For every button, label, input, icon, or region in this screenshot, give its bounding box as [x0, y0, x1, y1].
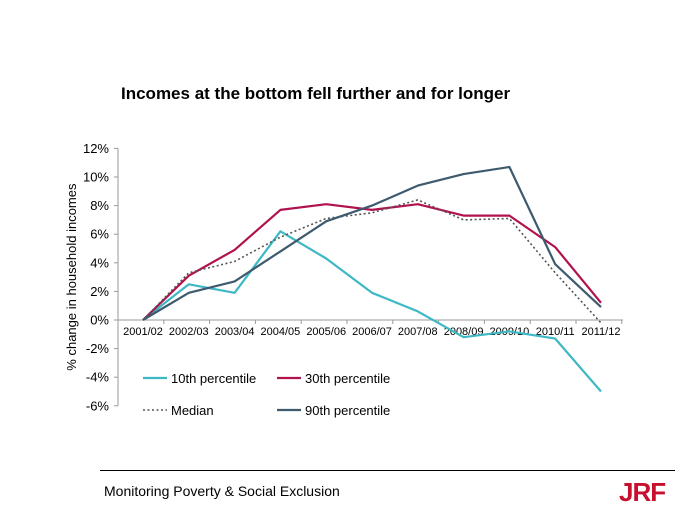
y-tick-label: 0% — [90, 313, 109, 328]
y-tick-label: 6% — [90, 227, 109, 242]
x-tick-label: 2002/03 — [169, 326, 209, 338]
legend-label: 10th percentile — [171, 371, 256, 386]
footer-divider — [100, 470, 675, 471]
x-tick-label: 2001/02 — [123, 326, 163, 338]
series-line — [142, 230, 602, 393]
y-tick-label: 10% — [83, 170, 109, 185]
y-tick-label: -6% — [86, 398, 110, 413]
chart-title: Incomes at the bottom fell further and f… — [121, 84, 511, 103]
y-axis-label: % change in household incomes — [64, 183, 79, 371]
x-tick-label: 2006/07 — [352, 326, 392, 338]
y-tick-label: 8% — [90, 198, 109, 213]
x-tick-label: 2003/04 — [215, 326, 255, 338]
legend-label: Median — [171, 403, 214, 418]
y-tick-label: -2% — [86, 341, 110, 356]
series-line — [142, 203, 602, 321]
legend-label: 90th percentile — [305, 403, 390, 418]
x-tick-label: 2005/06 — [306, 326, 346, 338]
x-tick-label: 2010/11 — [536, 326, 575, 338]
series-line — [142, 165, 602, 321]
footer-text: Monitoring Poverty & Social Exclusion — [104, 483, 340, 499]
y-tick-label: -4% — [86, 370, 110, 385]
y-tick-label: 12% — [83, 141, 109, 156]
y-tick-label: 4% — [90, 255, 109, 270]
series-line — [142, 199, 602, 324]
y-tick-label: 2% — [90, 284, 109, 299]
x-tick-label: 2004/05 — [261, 326, 301, 338]
x-tick-label: 2007/08 — [398, 326, 438, 338]
legend-label: 30th percentile — [305, 371, 390, 386]
jrf-logo: JRF — [619, 477, 666, 507]
x-tick-label: 2011/12 — [582, 326, 621, 338]
